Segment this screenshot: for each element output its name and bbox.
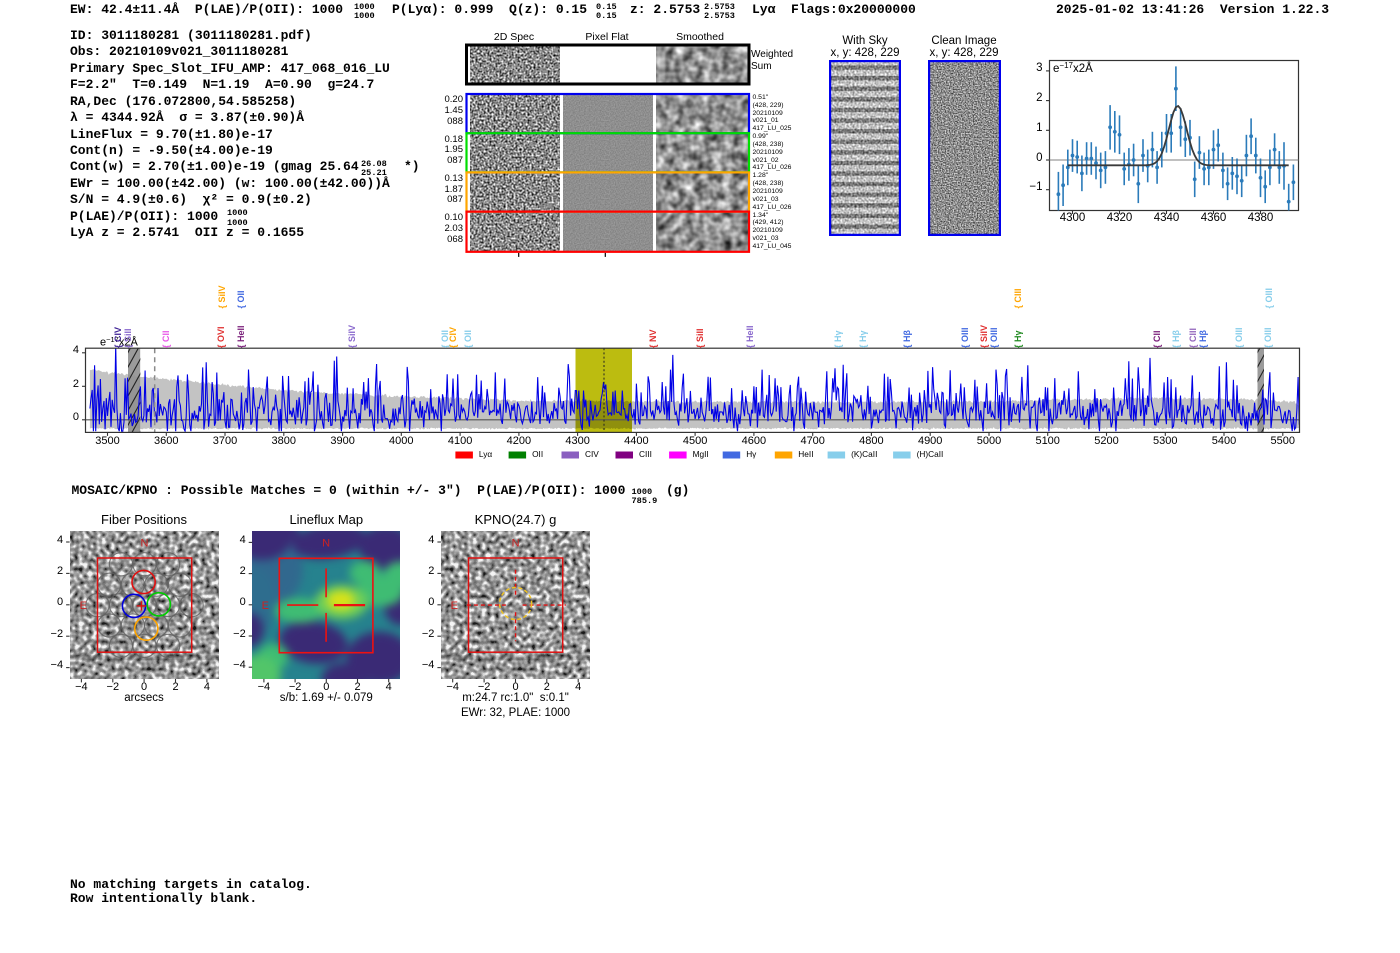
svg-text:{ OII: { OII — [463, 330, 473, 348]
svg-text:{ SiII: { SiII — [123, 328, 133, 348]
svg-text:{ HeII: { HeII — [236, 325, 246, 348]
svg-text:{ CII: { CII — [161, 330, 171, 348]
svg-text:{ CIII: { CIII — [1188, 328, 1198, 348]
svg-text:{ CIV: { CIV — [113, 327, 123, 348]
svg-text:{ Hγ: { Hγ — [833, 330, 843, 348]
svg-text:N: N — [322, 537, 330, 549]
svg-text:{ OVI: { OVI — [216, 326, 226, 348]
svg-text:{ Hβ: { Hβ — [902, 329, 912, 348]
svg-text:{ HeII: { HeII — [745, 325, 755, 348]
svg-text:{ SiIV: { SiIV — [347, 325, 357, 348]
svg-text:{ OIII: { OIII — [1264, 288, 1274, 309]
svg-text:{ NV: { NV — [648, 329, 658, 348]
svg-text:{ OII: { OII — [236, 290, 246, 308]
svg-text:{ Hγ: { Hγ — [858, 330, 868, 348]
svg-text:{ SiII: { SiII — [695, 328, 705, 348]
svg-text:N: N — [512, 537, 520, 549]
svg-text:{ OIII: { OIII — [1234, 327, 1244, 348]
svg-text:{ OII: { OII — [440, 330, 450, 348]
svg-text:{ OIII: { OIII — [960, 327, 970, 348]
svg-text:E: E — [451, 600, 458, 612]
svg-text:{ Hβ: { Hβ — [1171, 329, 1181, 348]
svg-text:{ Hβ: { Hβ — [1198, 329, 1208, 348]
svg-text:{ OIII: { OIII — [989, 327, 999, 348]
svg-text:{ CIV: { CIV — [448, 327, 458, 348]
svg-text:{ CII: { CII — [1152, 330, 1162, 348]
svg-text:{ OIII: { OIII — [1263, 327, 1273, 348]
svg-text:E: E — [79, 600, 86, 612]
svg-text:{ Hγ: { Hγ — [1013, 330, 1023, 348]
svg-text:{ SiIV: { SiIV — [979, 325, 989, 348]
svg-text:E: E — [262, 600, 269, 612]
svg-text:{ CIII: { CIII — [1013, 288, 1023, 308]
svg-text:{ SiIV: { SiIV — [217, 285, 227, 308]
svg-text:N: N — [140, 537, 148, 549]
